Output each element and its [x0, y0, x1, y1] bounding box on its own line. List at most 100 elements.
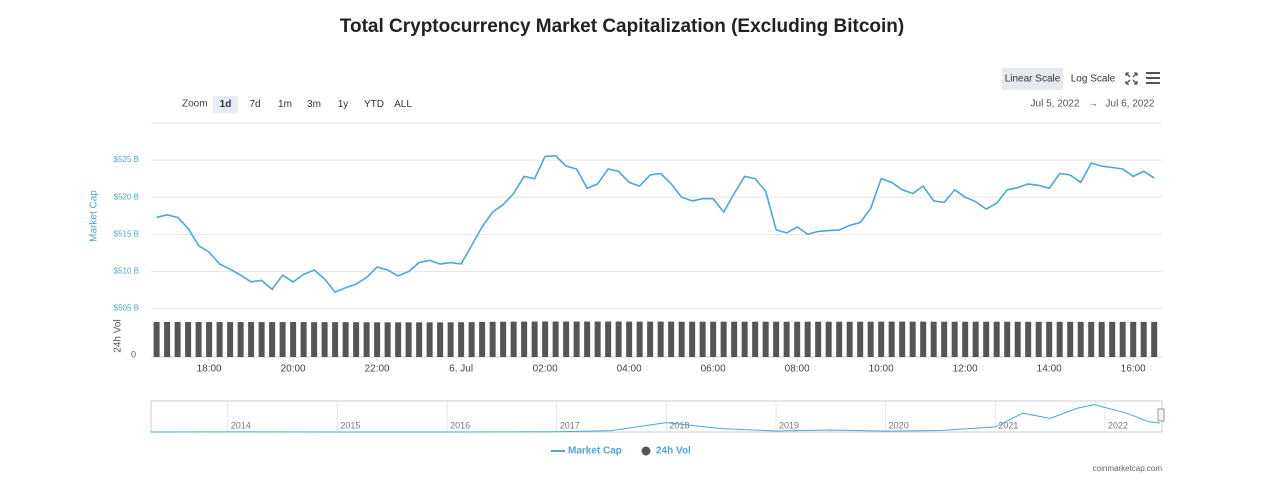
volume-bar: [1151, 321, 1158, 357]
navigator-tick-label: 2017: [560, 420, 580, 430]
scale-button-label: Linear Scale: [1005, 74, 1061, 85]
volume-bar: [500, 321, 507, 357]
x-tick-label: 14:00: [1037, 364, 1062, 375]
zoom-button[interactable]: [274, 96, 296, 113]
zoom-button[interactable]: [391, 96, 415, 113]
volume-bar: [1014, 321, 1021, 357]
zoom-button[interactable]: [361, 96, 387, 113]
legend-label[interactable]: 24h Vol: [656, 446, 691, 457]
volume-bar: [993, 321, 1000, 357]
volume-bar: [647, 321, 654, 357]
volume-bar: [804, 321, 811, 357]
volume-bar: [437, 322, 444, 357]
volume-bar: [888, 321, 895, 357]
volume-bar: [836, 321, 843, 357]
x-tick-label: 18:00: [197, 364, 222, 375]
volume-bar: [531, 321, 538, 357]
volume-bar: [846, 321, 853, 357]
x-tick-label: 04:00: [617, 364, 642, 375]
volume-bar: [699, 321, 706, 357]
volume-bar: [899, 321, 906, 357]
volume-bar: [342, 322, 349, 357]
volume-bar: [689, 321, 696, 357]
scale-button[interactable]: [1066, 68, 1120, 90]
zoom-button-label: 1m: [278, 99, 292, 110]
volume-bar: [815, 321, 822, 357]
volume-bar: [668, 321, 675, 357]
volume-bar: [248, 322, 255, 357]
volume-bar: [731, 321, 738, 357]
volume-bar: [258, 322, 265, 357]
legend-dot-swatch: [641, 446, 651, 456]
volume-bar: [867, 321, 874, 357]
volume-bar: [384, 322, 391, 357]
navigator-tick-label: 2019: [779, 420, 799, 430]
date-to[interactable]: Jul 6, 2022: [1106, 99, 1155, 110]
volume-bar: [300, 322, 307, 357]
zoom-button-label: 1d: [220, 99, 232, 110]
volume-bar: [972, 321, 979, 357]
volume-bar: [447, 322, 454, 357]
zoom-button[interactable]: [333, 96, 353, 113]
navigator-tick-label: 2014: [231, 420, 251, 430]
volume-bar: [1109, 321, 1116, 357]
zoom-button-label: ALL: [394, 99, 412, 110]
navigator-tick-label: 2016: [450, 420, 470, 430]
volume-bar: [720, 321, 727, 357]
x-tick-label: 16:00: [1121, 364, 1146, 375]
volume-bar: [542, 321, 549, 357]
volume-bar: [636, 321, 643, 357]
x-tick-label: 02:00: [533, 364, 558, 375]
volume-bar: [783, 321, 790, 357]
date-from[interactable]: Jul 5, 2022: [1031, 99, 1080, 110]
x-tick-label: 08:00: [785, 364, 810, 375]
volume-bar: [1098, 321, 1105, 357]
volume-bar: [1077, 321, 1084, 357]
y-tick-label: $505 B: [114, 304, 139, 313]
volume-bar: [311, 322, 318, 357]
navigator-handle[interactable]: [1157, 408, 1165, 422]
volume-bar: [563, 321, 570, 357]
volume-bar: [1140, 321, 1147, 357]
credit: coinmarketcap.com: [1093, 464, 1163, 473]
scale-button-label: Log Scale: [1071, 74, 1116, 85]
volume-bar: [962, 321, 969, 357]
volume-bar: [741, 321, 748, 357]
volume-bar: [1004, 321, 1011, 357]
volume-bar: [920, 321, 927, 357]
volume-bar: [762, 321, 769, 357]
volume-bar: [426, 322, 433, 357]
volume-bar: [510, 321, 517, 357]
volume-bar: [521, 321, 528, 357]
volume-bar: [573, 321, 580, 357]
scale-button[interactable]: [1002, 68, 1063, 90]
volume-bar: [909, 321, 916, 357]
volume-bar: [752, 321, 759, 357]
volume-bar: [405, 322, 412, 357]
zoom-button[interactable]: [303, 96, 325, 113]
zoom-button-label: 1y: [338, 99, 349, 110]
volume-bar: [290, 322, 297, 357]
legend-label[interactable]: Market Cap: [568, 446, 622, 457]
y-tick-label: $520 B: [114, 192, 139, 201]
volume-bar: [552, 321, 559, 357]
volume-bar: [584, 321, 591, 357]
volume-bar: [279, 322, 286, 357]
zoom-button[interactable]: [244, 96, 266, 113]
volume-bar: [1046, 321, 1053, 357]
y-tick-label: $510 B: [114, 267, 139, 276]
market-cap-line: [156, 154, 1155, 294]
volume-bar: [594, 321, 601, 357]
volume-bar: [710, 321, 717, 357]
volume-bar: [1056, 321, 1063, 357]
volume-bar: [825, 321, 832, 357]
zoom-button[interactable]: [213, 96, 238, 113]
volume-bar: [615, 321, 622, 357]
y-tick-label: $515 B: [114, 229, 139, 238]
zoom-button-label: YTD: [364, 99, 384, 110]
y2-axis-label: 24h Vol: [113, 319, 124, 352]
volume-bar: [174, 321, 181, 357]
volume-bar: [878, 321, 885, 357]
fullscreen-icon[interactable]: [1125, 72, 1138, 85]
menu-icon[interactable]: [1146, 72, 1160, 84]
